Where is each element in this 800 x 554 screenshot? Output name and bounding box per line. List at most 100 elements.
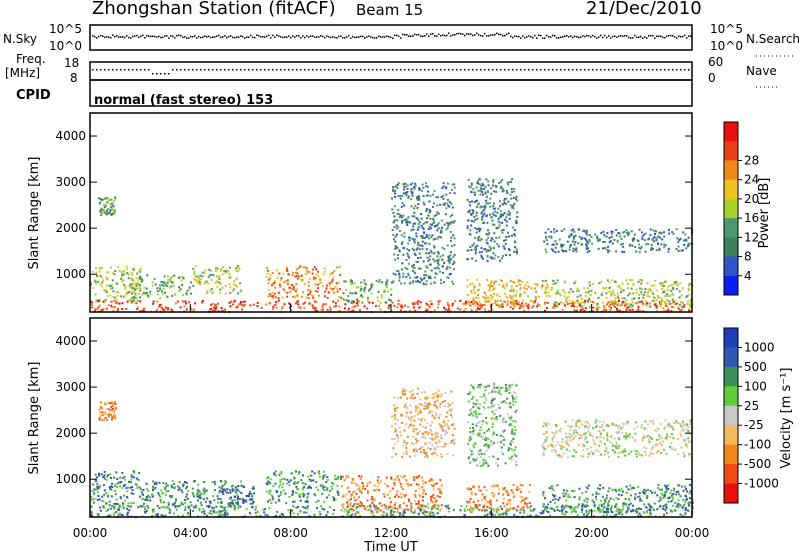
data-cell xyxy=(291,493,294,496)
data-cell xyxy=(161,292,164,295)
data-cell xyxy=(406,248,409,251)
freq-point xyxy=(92,69,94,71)
data-cell xyxy=(413,211,416,214)
data-cell xyxy=(418,306,420,309)
data-cell xyxy=(308,478,311,481)
nsky-point xyxy=(474,34,476,36)
data-cell xyxy=(154,283,157,286)
data-cell xyxy=(185,487,187,490)
nsky-point xyxy=(630,37,632,39)
nsky-point xyxy=(538,34,540,36)
data-cell xyxy=(266,269,269,272)
nsky-point xyxy=(322,35,324,38)
data-cell xyxy=(317,489,319,492)
nsky-point xyxy=(442,34,444,36)
data-cell xyxy=(679,309,682,312)
data-cell xyxy=(98,299,101,302)
data-cell xyxy=(299,510,302,513)
data-cell xyxy=(417,203,420,205)
data-cell xyxy=(407,426,410,429)
data-cell xyxy=(93,491,96,494)
data-cell xyxy=(298,495,301,498)
data-cell xyxy=(400,496,403,499)
data-cell xyxy=(308,515,311,518)
data-cell xyxy=(471,200,473,203)
data-cell xyxy=(448,201,451,203)
data-cell xyxy=(396,510,399,513)
data-cell xyxy=(130,502,133,505)
data-cell xyxy=(543,280,546,283)
data-cell xyxy=(415,503,418,505)
data-cell xyxy=(417,241,420,244)
data-cell xyxy=(409,276,412,279)
data-cell xyxy=(349,292,352,295)
data-cell xyxy=(490,440,492,443)
data-cell xyxy=(415,405,417,407)
data-cell xyxy=(502,228,505,231)
data-cell xyxy=(512,307,514,310)
data-cell xyxy=(372,510,375,513)
data-cell xyxy=(641,280,644,283)
nsky-point xyxy=(240,35,242,37)
data-cell xyxy=(411,417,414,420)
data-cell xyxy=(446,244,449,247)
data-cell xyxy=(178,276,180,279)
nsky-point xyxy=(468,33,470,35)
data-cell xyxy=(366,307,369,310)
data-cell xyxy=(404,402,407,405)
data-cell xyxy=(479,239,482,242)
data-cell xyxy=(572,250,575,253)
data-cell xyxy=(104,410,107,413)
data-cell xyxy=(403,235,406,238)
data-cell xyxy=(219,281,222,284)
data-cell xyxy=(413,215,416,218)
data-cell xyxy=(668,294,671,297)
data-cell xyxy=(401,216,404,219)
data-cell xyxy=(689,299,692,302)
data-cell xyxy=(669,509,672,512)
data-cell xyxy=(576,290,578,293)
data-cell xyxy=(248,511,251,514)
data-cell xyxy=(355,302,358,305)
data-cell xyxy=(394,240,397,243)
nsky-point xyxy=(570,35,572,37)
data-cell xyxy=(485,294,488,297)
data-cell xyxy=(511,302,514,305)
data-cell xyxy=(536,305,539,308)
data-cell xyxy=(529,299,532,302)
data-cell xyxy=(371,301,374,304)
data-cell xyxy=(381,514,384,516)
data-cell xyxy=(372,514,375,517)
nsky-point xyxy=(464,34,466,37)
data-cell xyxy=(405,423,407,426)
y-tick-label: 4000 xyxy=(55,129,86,143)
data-cell xyxy=(383,492,386,495)
freq-point xyxy=(144,69,146,71)
data-cell xyxy=(546,286,549,289)
data-cell xyxy=(173,284,176,287)
data-cell xyxy=(628,232,630,235)
data-cell xyxy=(155,513,158,516)
data-cell xyxy=(384,483,387,485)
data-cell xyxy=(129,506,132,509)
data-cell xyxy=(504,218,507,221)
data-cell xyxy=(159,495,162,498)
data-cell xyxy=(476,289,479,292)
freq-point xyxy=(128,69,130,71)
data-cell xyxy=(412,263,415,266)
data-cell xyxy=(184,506,187,509)
data-cell xyxy=(544,506,546,509)
data-cell xyxy=(224,480,227,483)
freq-point xyxy=(152,73,154,75)
data-cell xyxy=(296,277,299,280)
data-cell xyxy=(363,281,365,284)
data-cell xyxy=(394,246,397,249)
data-cell xyxy=(632,239,635,242)
data-cell xyxy=(498,283,501,286)
data-cell xyxy=(234,486,237,489)
freq-point xyxy=(352,69,354,71)
data-cell xyxy=(466,294,469,297)
nsky-point xyxy=(106,35,108,38)
data-cell xyxy=(510,296,513,299)
data-cell xyxy=(585,229,588,232)
